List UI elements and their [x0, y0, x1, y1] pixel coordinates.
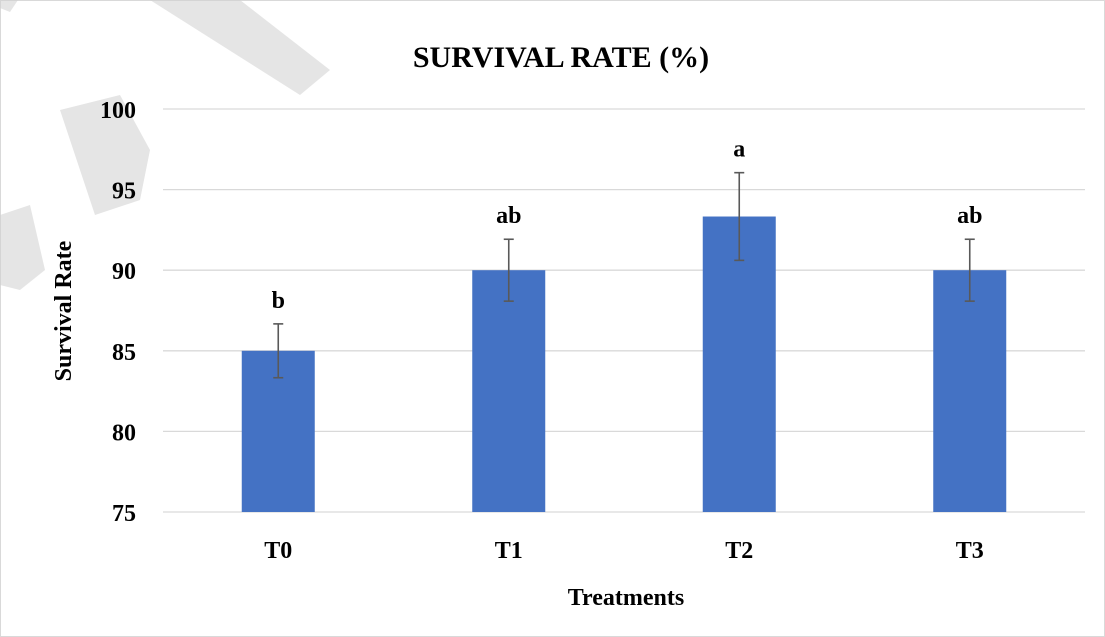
gridlines — [163, 108, 1085, 513]
y-tick-label: 85 — [112, 340, 136, 366]
bar-t2 — [702, 216, 776, 513]
y-tick-labels: 75 80 85 90 95 100 — [100, 98, 136, 527]
y-tick-label: 75 — [112, 501, 136, 527]
x-tick-label: T2 — [725, 538, 753, 564]
bars — [241, 216, 1007, 513]
error-bars — [273, 171, 975, 379]
significance-label-t3: ab — [957, 203, 982, 229]
bar-t1 — [472, 270, 546, 512]
y-tick-label: 80 — [112, 420, 136, 446]
x-tick-label: T0 — [264, 538, 292, 564]
chart-title: SURVIVAL RATE (%) — [413, 41, 709, 74]
x-axis-title: Treatments — [568, 585, 684, 611]
y-tick-label: 95 — [112, 179, 136, 205]
significance-label-t2: a — [733, 137, 745, 163]
y-axis-title: Survival Rate — [51, 240, 77, 381]
y-tick-label: 100 — [100, 98, 136, 124]
significance-label-t1: ab — [496, 203, 521, 229]
significance-label-t0: b — [272, 288, 285, 314]
significance-labels: b ab a ab — [272, 137, 983, 314]
x-tick-labels: T0 T1 T2 T3 — [264, 538, 984, 564]
y-tick-label: 90 — [112, 259, 136, 285]
bar-t3 — [933, 270, 1007, 512]
x-tick-label: T3 — [956, 538, 984, 564]
x-tick-label: T1 — [495, 538, 523, 564]
